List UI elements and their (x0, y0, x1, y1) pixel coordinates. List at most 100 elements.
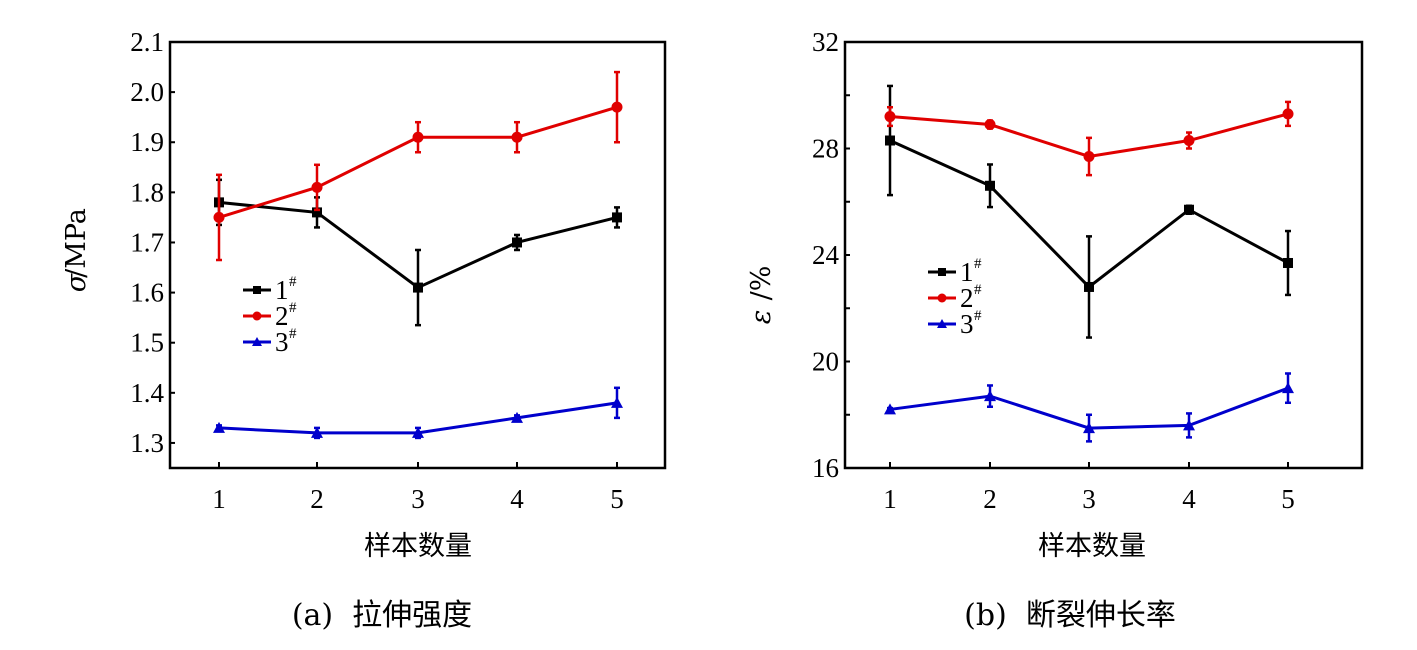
series-2 (213, 70, 623, 262)
series-2 (884, 100, 1294, 177)
y-tick-label: 1.8 (130, 177, 164, 207)
legend-label: 2 (960, 283, 974, 313)
marker-triangle (412, 426, 424, 438)
marker-triangle (213, 421, 225, 433)
legend-item-1: 1 # (243, 274, 297, 305)
legend-label: 1 (960, 257, 974, 287)
y-axis-ticks: 16 20 24 28 32 (812, 27, 850, 483)
marker-triangle (1083, 422, 1095, 434)
y-axis-symbol: ε (746, 310, 777, 325)
x-tick-label: 5 (610, 484, 624, 514)
series-layer (884, 84, 1294, 443)
x-tick-label: 1 (212, 484, 226, 514)
y-tick-label: 2.0 (130, 77, 164, 107)
legend-label: 3 (960, 309, 974, 339)
marker-square (312, 207, 322, 218)
legend-label: 1 (275, 275, 289, 305)
y-axis-symbol: σ (61, 272, 92, 292)
marker-circle (511, 131, 523, 143)
series-1 (885, 84, 1293, 339)
marker-square (1184, 204, 1194, 215)
y-tick-label: 24 (812, 240, 840, 270)
marker-circle (252, 311, 262, 321)
marker-square (413, 282, 423, 293)
y-axis-title: σ /MPa (61, 208, 92, 292)
marker-square (512, 237, 522, 248)
marker-triangle (884, 403, 896, 415)
marker-circle (311, 181, 323, 193)
marker-square (985, 180, 995, 191)
legend-item-3: 3 # (243, 326, 297, 357)
marker-circle (213, 211, 225, 223)
legend-label-superscript: # (974, 308, 982, 324)
y-tick-label: 2.1 (130, 27, 164, 57)
x-tick-label: 3 (411, 484, 425, 514)
marker-square (253, 286, 261, 294)
x-axis-title: 样本数量 (364, 531, 472, 562)
x-tick-label: 3 (1082, 484, 1096, 514)
panel-caption: (b) 断裂伸长率 (964, 598, 1176, 633)
y-tick-label: 1.4 (130, 378, 164, 408)
marker-triangle (1183, 419, 1195, 431)
legend-item-2: 2 # (928, 282, 982, 313)
legend-item-3: 3 # (928, 308, 982, 339)
x-tick-label: 4 (510, 484, 524, 514)
y-tick-label: 1.3 (130, 428, 164, 458)
marker-circle (1083, 150, 1095, 162)
marker-triangle (611, 396, 623, 408)
marker-circle (884, 111, 896, 123)
marker-triangle (252, 337, 262, 346)
marker-circle (412, 131, 424, 143)
legend-label-superscript: # (289, 274, 297, 290)
y-tick-label: 1.7 (130, 227, 164, 257)
legend-label-superscript: # (974, 282, 982, 298)
marker-circle (1282, 108, 1294, 120)
y-tick-label: 28 (812, 134, 839, 164)
legend: 1 #2 #3 # (243, 274, 297, 357)
x-tick-label: 4 (1182, 484, 1196, 514)
x-tick-label: 2 (983, 484, 997, 514)
legend-label-superscript: # (289, 326, 297, 342)
y-tick-label: 1.9 (130, 127, 164, 157)
y-axis-unit: /% (746, 266, 777, 301)
legend-label-superscript: # (289, 300, 297, 316)
y-tick-label: 20 (812, 347, 839, 377)
marker-square (1283, 257, 1293, 268)
marker-circle (1183, 135, 1195, 147)
series-layer (213, 70, 623, 440)
y-tick-label: 1.5 (130, 328, 164, 358)
y-axis-unit: /MPa (61, 208, 92, 278)
x-axis-ticks: 1 2 3 4 5 (212, 462, 624, 514)
x-axis-title: 样本数量 (1038, 531, 1146, 562)
series-3 (213, 386, 623, 440)
legend-label-superscript: # (974, 256, 982, 272)
legend-item-1: 1 # (928, 256, 982, 287)
marker-circle (984, 119, 996, 131)
marker-square (885, 135, 895, 146)
y-axis-ticks: 1.3 1.4 1.5 1.6 1.7 1.8 1.9 2.0 2.1 (130, 27, 175, 458)
marker-circle (611, 101, 623, 113)
marker-square (1084, 281, 1094, 292)
legend-label: 2 (275, 301, 289, 331)
y-tick-label: 32 (812, 27, 839, 57)
series-3 (884, 372, 1294, 443)
marker-square (612, 212, 622, 223)
marker-triangle (511, 411, 523, 423)
y-tick-label: 1.6 (130, 278, 164, 308)
x-tick-label: 5 (1281, 484, 1295, 514)
marker-triangle (937, 319, 947, 328)
x-tick-label: 2 (310, 484, 324, 514)
marker-square (938, 268, 946, 276)
legend-item-2: 2 # (243, 300, 297, 331)
legend: 1 #2 #3 # (928, 256, 982, 339)
marker-triangle (311, 426, 323, 438)
legend-label: 3 (275, 327, 289, 357)
x-tick-label: 1 (883, 484, 897, 514)
y-tick-label: 16 (812, 453, 839, 483)
y-axis-title: ε /% (746, 266, 777, 325)
marker-circle (937, 293, 947, 303)
x-axis-ticks: 1 2 3 4 5 (883, 462, 1295, 514)
